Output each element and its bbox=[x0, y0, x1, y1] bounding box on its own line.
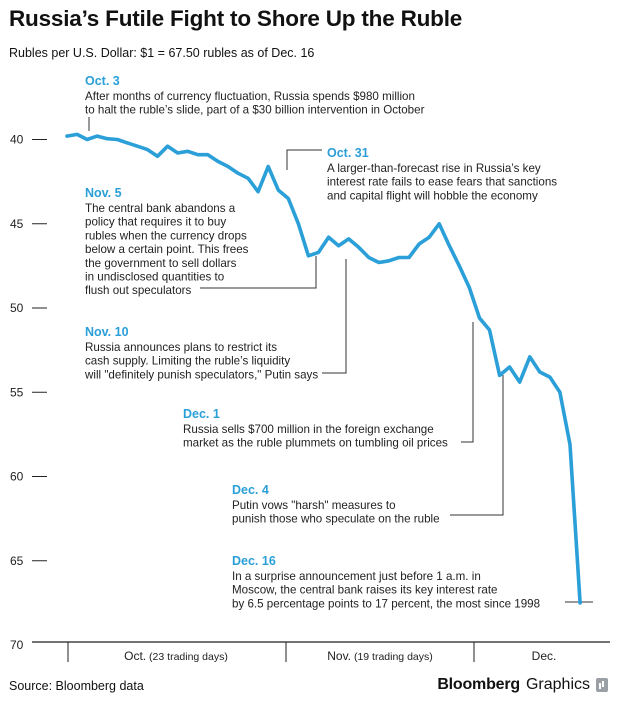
chart-icon bbox=[596, 678, 608, 692]
annotation-text: rubles when the currency drops bbox=[85, 229, 247, 242]
annotation-text: policy that requires it to buy bbox=[85, 216, 226, 229]
annotation-text: cash supply. Limiting the ruble’s liquid… bbox=[85, 355, 290, 368]
y-tick-label: 70 bbox=[10, 638, 24, 652]
source-note: Source: Bloomberg data bbox=[9, 679, 144, 693]
annotation-leaders bbox=[88, 117, 593, 603]
leader-line bbox=[322, 259, 347, 374]
annotation-date: Nov. 10 bbox=[85, 325, 129, 339]
y-tick-label: 45 bbox=[10, 217, 24, 231]
y-tick-label: 55 bbox=[10, 385, 24, 399]
annotation-date: Dec. 16 bbox=[232, 554, 276, 568]
month-label: Dec. bbox=[532, 649, 557, 663]
y-axis: 40 45 50 55 60 65 70 bbox=[10, 133, 47, 652]
annotation-text: by 6.5 percentage points to 17 percent, … bbox=[232, 597, 540, 610]
annotation-text: interest rate fails to ease fears that s… bbox=[327, 176, 557, 189]
y-tick-label: 50 bbox=[10, 301, 24, 315]
month-label: Oct. (23 trading days) bbox=[124, 649, 228, 663]
annotation-text: Moscow, the central bank raises its key … bbox=[232, 584, 497, 597]
leader-line bbox=[461, 322, 474, 443]
annotations: Oct. 3 After months of currency fluctuati… bbox=[84, 74, 557, 610]
annotation-text: flush out speculators bbox=[85, 284, 192, 297]
annotation-text: The central bank abandons a bbox=[85, 202, 236, 215]
brand-name: Bloomberg bbox=[437, 676, 520, 693]
annotation-nov10: Nov. 10 Russia announces plans to restric… bbox=[84, 325, 318, 381]
annotation-oct3: Oct. 3 After months of currency fluctuati… bbox=[85, 74, 425, 117]
annotation-text: After months of currency fluctuation, Ru… bbox=[85, 90, 415, 103]
annotation-text: will "definitely punish speculators," Pu… bbox=[84, 368, 318, 381]
chart-subtitle: Rubles per U.S. Dollar: $1 = 67.50 ruble… bbox=[9, 46, 315, 60]
x-axis: Oct. (23 trading days) Nov. (19 trading d… bbox=[32, 641, 610, 663]
annotation-dec1: Dec. 1 Russia sells $700 million in the f… bbox=[183, 407, 448, 450]
annotation-text: A larger-than-forecast rise in Russia’s … bbox=[327, 162, 541, 175]
annotation-text: to halt the ruble’s slide, part of a $30… bbox=[85, 104, 425, 117]
brand-logo: Bloomberg Graphics bbox=[437, 676, 608, 694]
y-tick-label: 40 bbox=[10, 133, 24, 147]
brand-section: Graphics bbox=[525, 676, 590, 693]
annotation-dec16: Dec. 16 In a surprise announcement just b… bbox=[232, 554, 540, 610]
leader-line bbox=[450, 375, 504, 516]
annotation-text: In a surprise announcement just before 1… bbox=[232, 570, 481, 583]
month-label: Nov. (19 trading days) bbox=[327, 649, 433, 663]
annotation-text: punish those who speculate on the ruble bbox=[232, 513, 440, 526]
annotation-text: the government to sell dollars bbox=[85, 257, 237, 270]
data-series bbox=[65, 132, 582, 605]
annotation-nov5: Nov. 5 The central bank abandons apolicy … bbox=[85, 186, 249, 297]
chart-title: Russia’s Futile Fight to Shore Up the Ru… bbox=[9, 6, 463, 31]
annotation-text: Putin vows "harsh" measures to bbox=[232, 499, 396, 512]
annotation-text: in undisclosed quantities to bbox=[85, 271, 224, 284]
annotation-oct31: Oct. 31 A larger-than-forecast rise in Ru… bbox=[327, 146, 557, 202]
annotation-text: below a certain point. This frees bbox=[85, 243, 249, 256]
annotation-text: and capital flight will hobble the econo… bbox=[327, 189, 538, 202]
annotation-date: Dec. 1 bbox=[183, 407, 220, 421]
annotation-text: market as the ruble plummets on tumbling… bbox=[183, 437, 448, 450]
ruble-rate-line bbox=[65, 132, 582, 605]
leader-line bbox=[286, 149, 322, 170]
annotation-date: Oct. 3 bbox=[85, 74, 120, 88]
annotation-text: Russia announces plans to restrict its bbox=[85, 341, 277, 354]
annotation-text: Russia sells $700 million in the foreign… bbox=[183, 423, 434, 436]
leader-line bbox=[200, 256, 317, 289]
annotation-date: Nov. 5 bbox=[85, 186, 122, 200]
y-tick-label: 60 bbox=[10, 470, 24, 484]
annotation-date: Oct. 31 bbox=[327, 146, 369, 160]
annotation-date: Dec. 4 bbox=[232, 483, 269, 497]
annotation-dec4: Dec. 4 Putin vows "harsh" measures topuni… bbox=[232, 483, 440, 526]
y-tick-label: 65 bbox=[10, 554, 24, 568]
